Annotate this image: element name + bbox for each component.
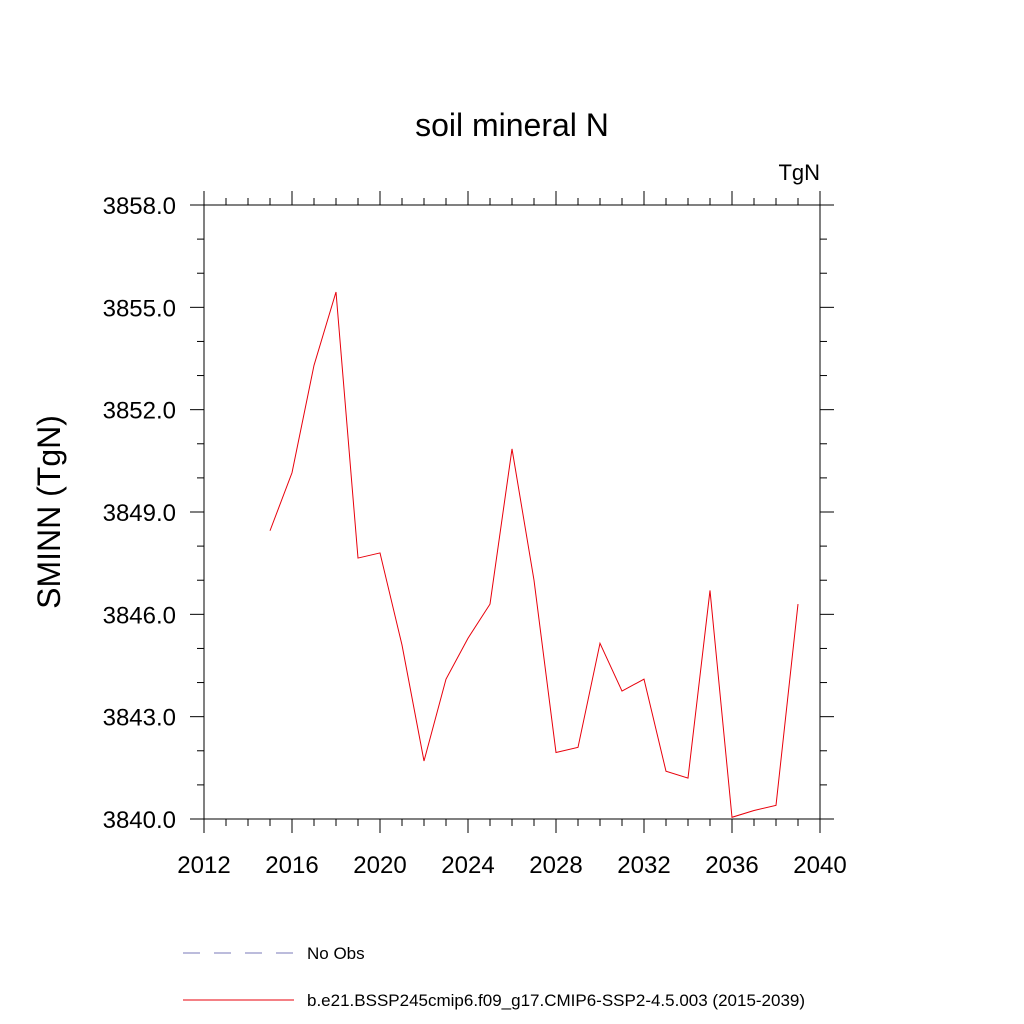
- axis-ticks: 2012 2016 2020 2024 2028 2032 2036 2040 3840.0 38…: [103, 191, 847, 879]
- y-tick-label: 3840.0: [103, 807, 176, 834]
- x-tick-label: 2012: [177, 852, 230, 879]
- y-tick-label: 3858.0: [103, 193, 176, 220]
- x-tick-label: 2024: [441, 852, 494, 879]
- legend-label-no-obs: No Obs: [307, 944, 365, 963]
- y-tick-label: 3855.0: [103, 295, 176, 322]
- legend-label-ssp245: b.e21.BSSP245cmip6.f09_g17.CMIP6-SSP2-4.…: [307, 991, 805, 1010]
- x-tick-label: 2028: [529, 852, 582, 879]
- y-tick-label: 3852.0: [103, 398, 176, 425]
- x-tick-label: 2020: [353, 852, 406, 879]
- x-tick-label: 2032: [617, 852, 670, 879]
- y-tick-label: 3846.0: [103, 602, 176, 629]
- y-tick-label: 3843.0: [103, 705, 176, 732]
- units-label: TgN: [778, 160, 820, 185]
- series-layer: [269, 291, 799, 818]
- series-line-0: [269, 291, 799, 818]
- x-tick-label: 2040: [793, 852, 846, 879]
- y-axis-label: SMINN (TgN): [31, 415, 67, 609]
- x-tick-label: 2036: [705, 852, 758, 879]
- legend: No Obs b.e21.BSSP245cmip6.f09_g17.CMIP6-…: [183, 944, 805, 1010]
- y-tick-label: 3849.0: [103, 500, 176, 527]
- chart-title: soil mineral N: [415, 107, 609, 143]
- x-tick-label: 2016: [265, 852, 318, 879]
- plot-frame: [203, 204, 821, 820]
